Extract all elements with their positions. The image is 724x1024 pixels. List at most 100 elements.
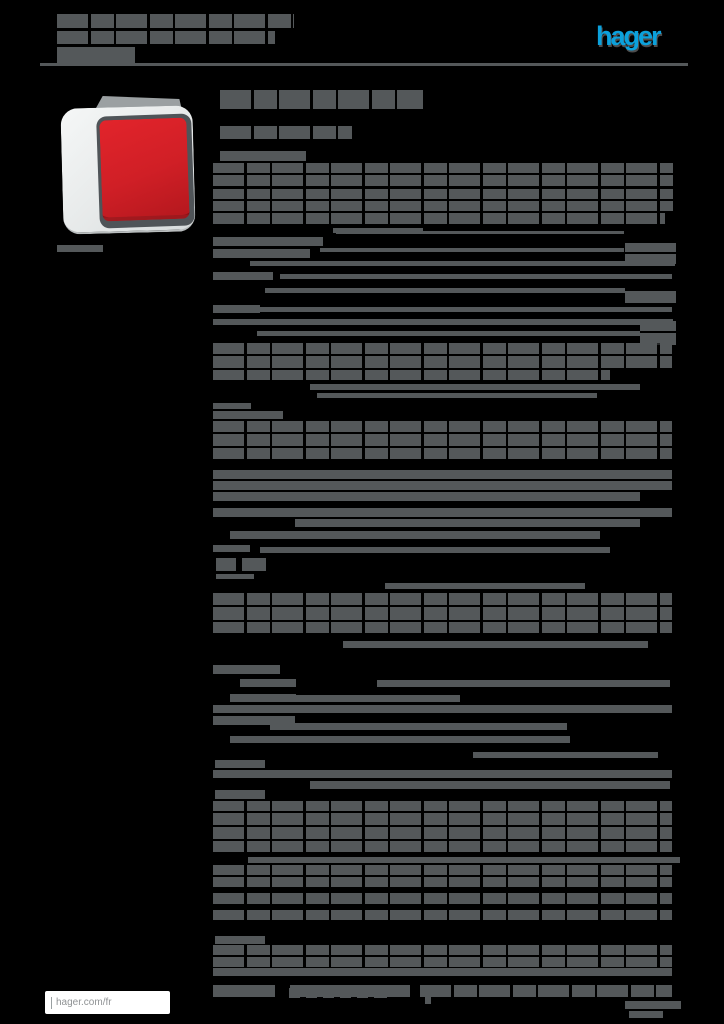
redacted-text-bar-sub-row [213,249,310,258]
redacted-text-bar-page-title [220,126,352,139]
redacted-text-bar-section-c [216,574,254,579]
redacted-text-bar-section-f [213,865,672,875]
redacted-text-bar-spec-rows [640,321,676,331]
redacted-text-bar-section-d [343,641,648,648]
redacted-text-bar-paragraph-2 [310,384,640,390]
redacted-text-bar-spec-rows [213,319,673,325]
redacted-text-bar-section-d [213,622,672,633]
redacted-text-bar-section-f [213,827,672,839]
redacted-text-bar-spec-rows [625,254,676,264]
redacted-text-bar-header-title-lines [57,47,135,63]
redacted-text-bar-spec-rows [257,331,640,336]
redacted-text-bar-section-c [213,508,672,517]
redacted-text-bar-spec-rows [265,288,625,293]
redacted-text-bar-section-c [242,558,266,571]
redacted-text-bar-spec-rows [640,333,676,345]
redacted-text-bar-section-f [213,910,672,920]
redacted-text-bar-footer-icons [289,988,300,998]
redacted-text-bar-section-g [213,968,672,976]
redacted-text-bar-header-title-lines [57,31,275,44]
redacted-text-bar-footer-icons [340,988,351,998]
redacted-text-bar-section-f [213,893,672,904]
redacted-text-bar-spec-rows [625,291,676,303]
redacted-text-bar-section-g [213,945,672,955]
redacted-text-bar-section-g [213,957,672,967]
redacted-text-bar-sub-row [213,237,323,246]
redacted-text-bar-section-e [310,781,670,789]
header-divider [40,63,688,66]
redacted-text-bar-section-f [213,801,672,811]
redacted-text-bar-section-c [295,519,640,527]
redacted-text-bar-footer-icons [374,986,387,998]
redacted-text-bar-paragraph-2 [213,370,610,380]
redacted-text-bar-sub-row [336,231,624,234]
redacted-text-bar-section-f [213,841,672,852]
redacted-text-bar-intro-paragraph [213,213,665,224]
redacted-text-bar-section-f [215,790,265,799]
product-photo [58,92,204,242]
redacted-text-bar-section-c [213,545,250,552]
redacted-text-bar-spec-rows [257,307,672,312]
redacted-text-bar-section-e [473,752,658,758]
redacted-text-bar-section-b [213,434,672,446]
website-link[interactable]: hager.com/fr [56,997,112,1008]
redacted-text-bar-section-e [270,723,567,730]
redacted-text-bar-section-c [216,558,236,571]
hager-logo: hager [596,21,662,51]
redacted-text-bar-paragraph-2 [213,343,672,354]
redacted-text-bar-section-e [240,679,296,687]
redacted-text-bar-section-d [213,607,672,620]
redacted-text-bar-header-title-lines [57,14,294,28]
redacted-text-bar-section-c [260,547,610,553]
redacted-text-bar-section-d [385,583,585,589]
redacted-text-bar-section-b [213,492,640,501]
redacted-text-bar-section-b [213,411,283,419]
footer-tick-icon [51,996,52,1009]
redacted-text-bar-intro-paragraph [213,201,673,211]
redacted-text-bar-sub-row [320,248,624,252]
redacted-text-bar-intro-paragraph [213,163,673,173]
redacted-text-bar-section-f [213,877,672,887]
redacted-text-bar-page-title [220,90,423,109]
redacted-text-bar-intro-paragraph [220,151,306,161]
redacted-text-bar-footer-icons [425,991,431,1004]
product-red-rocker [99,117,190,222]
redacted-text-bar-final-row [420,985,672,997]
redacted-text-bar-product-ref-line [57,245,103,252]
redacted-text-bar-spec-rows [213,305,260,313]
redacted-text-bar-footer-icons [306,988,317,998]
redacted-text-bar-section-e [215,760,265,768]
redacted-text-bar-spec-rows [280,274,672,279]
redacted-text-bar-section-d [213,593,672,605]
redacted-text-bar-section-e [213,770,672,778]
redacted-text-bar-section-e [290,695,460,702]
redacted-text-bar-section-b [213,421,672,432]
redacted-text-bar-section-g [215,936,265,944]
redacted-text-bar-intro-paragraph [213,189,673,199]
redacted-text-bar-footer-icons [323,988,334,998]
redacted-text-bar-intro-paragraph [213,175,673,186]
redacted-text-bar-paragraph-2 [317,393,597,398]
redacted-text-bar-section-e [213,665,280,674]
redacted-text-bar-paragraph-2 [213,356,672,368]
redacted-text-bar-section-e [230,736,570,743]
redacted-text-bar-section-f [248,857,680,863]
redacted-text-bar-sub-row [333,228,423,233]
footer-website-chip: hager.com/fr [45,991,170,1014]
redacted-text-bar-footer-right-note [629,1011,663,1018]
redacted-text-bar-section-b [213,481,672,490]
redacted-text-bar-footer-icons [434,987,446,996]
redacted-text-bar-section-e [230,694,296,702]
redacted-text-bar-section-b [213,448,672,459]
redacted-text-bar-footer-icons [357,988,368,998]
redacted-text-bar-section-e [213,716,295,725]
redacted-text-bar-section-e [213,705,672,713]
redacted-text-bar-section-f [213,813,672,825]
redacted-text-bar-footer-right-note [625,1001,681,1009]
redacted-text-bar-spec-rows [625,243,676,252]
redacted-text-bar-section-b [213,470,672,479]
redacted-text-bar-section-e [377,680,670,687]
redacted-text-bar-section-c [230,531,600,539]
redacted-text-bar-spec-rows [213,272,273,280]
